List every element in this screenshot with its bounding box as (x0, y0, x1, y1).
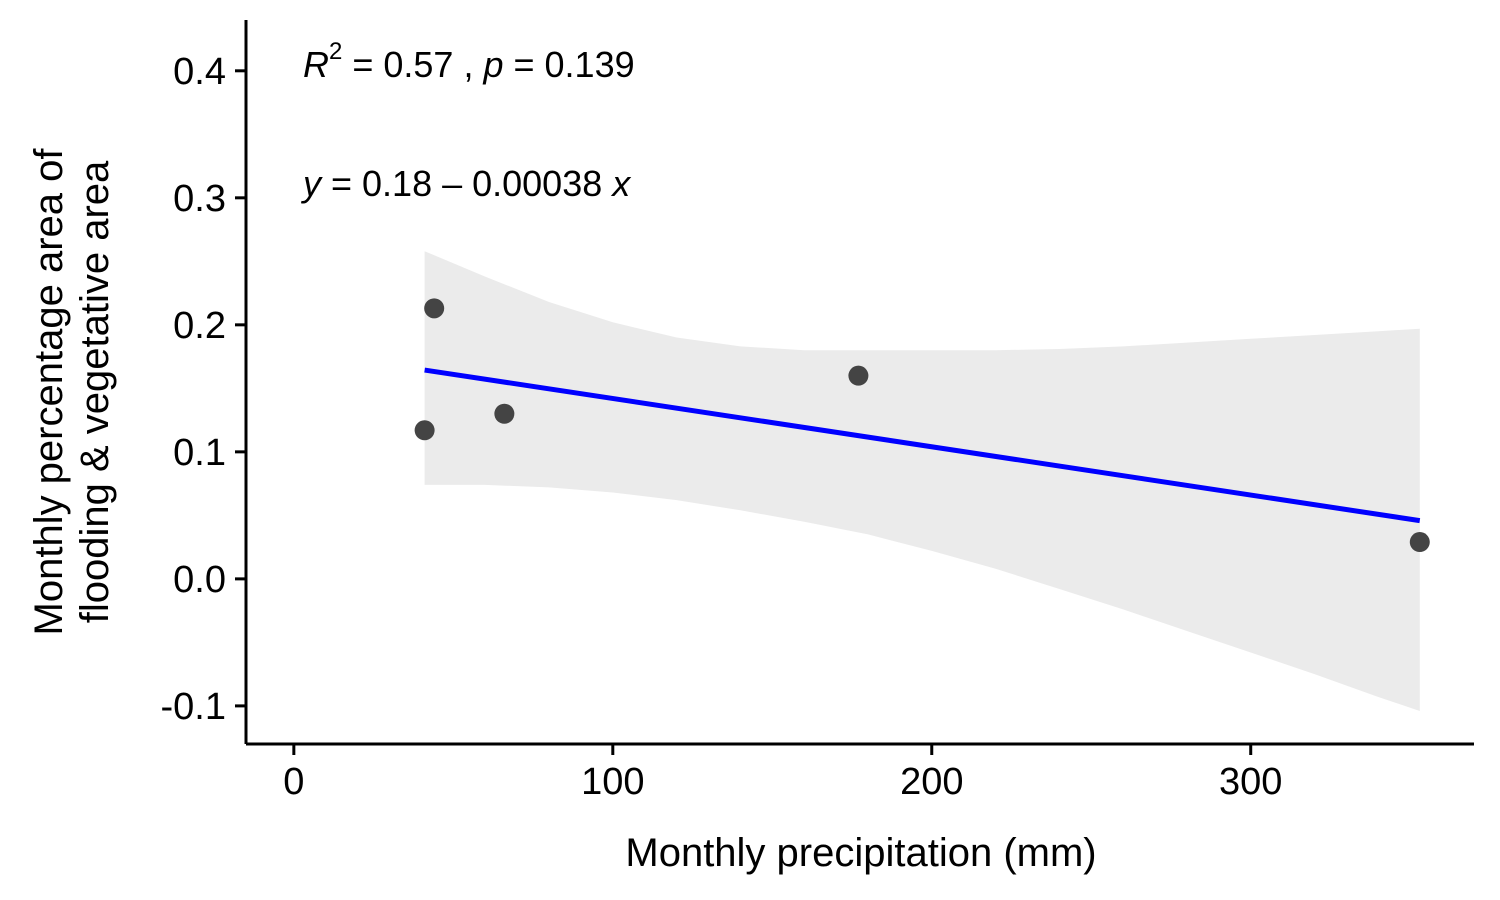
y-tick-label-3: 0.1 (173, 432, 226, 474)
data-point-2 (424, 298, 445, 319)
y-axis-title-line-2: flooding & vegetative area (73, 160, 117, 623)
regression-line-layer (424, 367, 1421, 524)
data-point-5 (1409, 532, 1430, 553)
axes: 0 100 200 300 -0.1 0.0 0.1 0.2 0.3 0.4 (161, 20, 1474, 803)
x-axis-title: Monthly precipitation (mm) (625, 831, 1096, 875)
x-tick-label-3: 200 (900, 761, 963, 803)
data-point-1 (414, 420, 435, 441)
y-axis-title-line-1: Monthly percentage area of (27, 148, 71, 636)
data-point-4 (848, 365, 869, 386)
equation-x-symbol: x (610, 163, 632, 204)
regression-line (424, 367, 1421, 524)
r-squared-annotation: R2 = 0.57 , p = 0.139 (303, 38, 635, 85)
y-tick-label-6: 0.4 (173, 51, 226, 93)
data-point-3 (494, 403, 515, 424)
p-value: = 0.139 (504, 44, 635, 85)
equation-y-symbol: y (300, 163, 323, 204)
y-tick-label-1: -0.1 (161, 686, 226, 728)
x-tick-label-2: 100 (581, 761, 644, 803)
r-squared-superscript: 2 (329, 38, 342, 65)
p-symbol: p (482, 44, 503, 85)
y-tick-label-2: 0.0 (173, 559, 226, 601)
y-axis-title: Monthly percentage area of flooding & ve… (27, 148, 117, 636)
equation-coefficients: = 0.18 – 0.00038 (321, 163, 612, 204)
data-points (414, 298, 1430, 553)
x-axis-ticks: 0 100 200 300 (283, 744, 1282, 803)
r-symbol: R (303, 44, 329, 85)
y-tick-label-5: 0.3 (173, 178, 226, 220)
x-tick-label-4: 300 (1219, 761, 1282, 803)
y-axis-ticks: -0.1 0.0 0.1 0.2 0.3 0.4 (161, 51, 246, 728)
confidence-band-layer (424, 251, 1420, 711)
x-tick-label-1: 0 (283, 761, 304, 803)
regression-equation: y = 0.18 – 0.00038 x (300, 163, 632, 204)
confidence-band (424, 251, 1420, 711)
r-squared-value: = 0.57 , (342, 44, 483, 85)
y-tick-label-4: 0.2 (173, 305, 226, 347)
